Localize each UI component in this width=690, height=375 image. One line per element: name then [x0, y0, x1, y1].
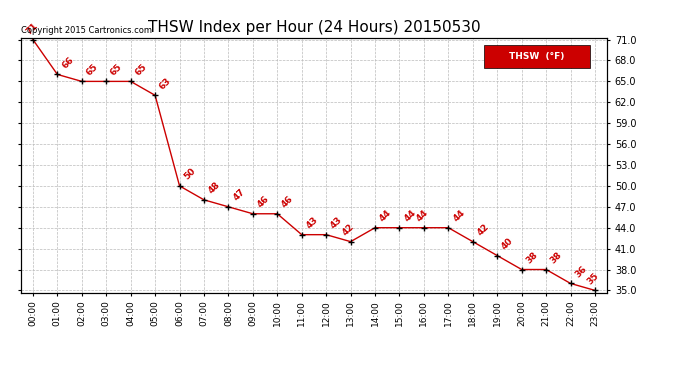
Text: 63: 63: [158, 76, 173, 91]
Text: 46: 46: [255, 194, 271, 210]
Text: 47: 47: [231, 187, 246, 202]
Text: 44: 44: [378, 208, 393, 224]
Text: 43: 43: [304, 215, 319, 231]
Text: 35: 35: [585, 271, 600, 286]
Text: 50: 50: [182, 166, 197, 182]
Text: THSW  (°F): THSW (°F): [509, 52, 564, 61]
Text: 42: 42: [475, 222, 491, 237]
Text: Copyright 2015 Cartronics.com: Copyright 2015 Cartronics.com: [21, 26, 152, 35]
Text: 46: 46: [280, 194, 295, 210]
Text: 65: 65: [133, 62, 148, 77]
Text: 40: 40: [500, 236, 515, 251]
Text: 65: 65: [85, 62, 100, 77]
Text: 66: 66: [60, 55, 75, 70]
Text: 65: 65: [109, 62, 124, 77]
Text: 44: 44: [414, 208, 430, 224]
Text: 44: 44: [402, 208, 417, 224]
FancyBboxPatch shape: [484, 45, 589, 68]
Text: 38: 38: [549, 250, 564, 266]
Text: 48: 48: [207, 180, 222, 196]
Text: 38: 38: [524, 250, 540, 266]
Text: 42: 42: [341, 222, 356, 237]
Text: 36: 36: [573, 264, 589, 279]
Text: 71: 71: [25, 21, 40, 37]
Text: 43: 43: [329, 215, 344, 231]
Text: 44: 44: [451, 208, 466, 224]
Title: THSW Index per Hour (24 Hours) 20150530: THSW Index per Hour (24 Hours) 20150530: [148, 20, 480, 35]
